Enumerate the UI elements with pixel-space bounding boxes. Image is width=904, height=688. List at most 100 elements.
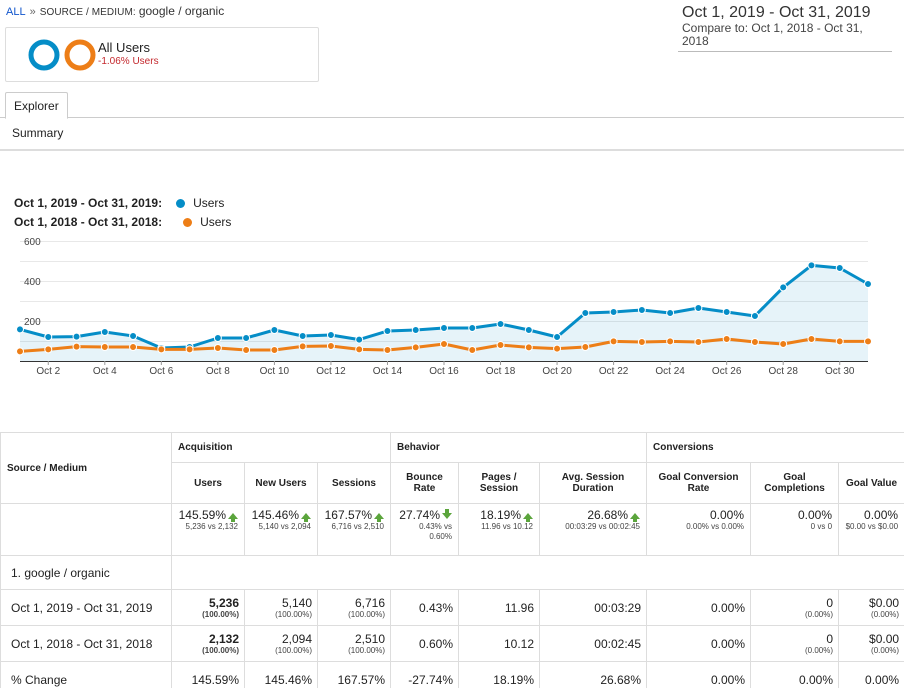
data-point: [326, 342, 335, 350]
data-point: [835, 264, 844, 272]
table-cell: 11.96: [458, 589, 540, 626]
data-point: [468, 346, 477, 354]
segment-name: All Users: [98, 40, 151, 55]
date-range-current[interactable]: Oct 1, 2019 - Oct 31, 2019: [682, 4, 871, 21]
column-header[interactable]: Goal Conversion Rate: [646, 462, 752, 504]
data-point: [298, 332, 307, 340]
date-range-compare[interactable]: Compare to: Oct 1, 2018 - Oct 31, 2018: [682, 21, 863, 48]
data-point: [553, 333, 562, 341]
legend-dot-icon: [183, 218, 193, 227]
column-header[interactable]: Pages / Session: [458, 462, 540, 504]
data-point: [242, 334, 251, 342]
table-cell: 26.68%: [538, 661, 648, 688]
column-header[interactable]: Goal Value: [838, 462, 904, 504]
data-point: [44, 345, 53, 354]
legend-range: Oct 1, 2018 - Oct 31, 2018:: [14, 215, 163, 229]
column-header[interactable]: Users: [171, 462, 245, 504]
totals-cell: 0.00% $0.00 vs $0.00: [838, 503, 904, 556]
totals-change: 145.46%: [251, 508, 299, 522]
data-point: [185, 345, 194, 354]
column-header-source-medium[interactable]: Source / Medium: [0, 432, 172, 504]
arrow-up-icon: [374, 513, 384, 522]
segment-card[interactable]: All Users -1.06% Users: [5, 27, 319, 82]
cell-value: 5,236: [208, 596, 239, 610]
cell-value: 167.57%: [337, 672, 385, 687]
data-point: [835, 337, 844, 346]
totals-change: 26.68%: [587, 508, 629, 522]
group-header-behavior: Behavior: [389, 432, 648, 463]
cell-value: 0.00%: [710, 672, 746, 687]
data-point: [666, 309, 675, 317]
x-tick-label: Oct 4: [93, 366, 117, 377]
cell-value: 0.00%: [798, 672, 834, 687]
users-line-chart[interactable]: 600 400 200 Oct 2 Oct 4 Oct 6 Oct 8 Oct 10 Oct 1…: [0, 236, 904, 381]
totals-cell: 0.00% 0.00% vs 0.00%: [646, 503, 752, 556]
date-range-selector[interactable]: Oct 1, 2019 - Oct 31, 2019 Compare to: O…: [678, 4, 892, 52]
totals-comparison: 00:03:29 vs 00:02:45: [565, 522, 641, 531]
arrow-down-icon: [442, 509, 452, 519]
table-cell: 0 (0.00%): [750, 589, 840, 626]
legend-dot-icon: [176, 199, 186, 208]
data-point: [807, 335, 816, 343]
subtab-summary[interactable]: Summary: [12, 126, 64, 140]
row-group-label[interactable]: 1. google / organic: [0, 555, 172, 590]
table-cell: 2,132 (100.00%): [171, 625, 245, 662]
group-header-conversions: Conversions: [646, 432, 904, 463]
breadcrumb-dimension: SOURCE / MEDIUM:: [39, 7, 136, 18]
cell-value: 18.19%: [493, 672, 534, 687]
data-point: [16, 325, 24, 334]
column-header[interactable]: Avg. Session Duration: [538, 462, 648, 504]
totals-cell: 26.68% 00:03:29 vs 00:02:45: [538, 503, 648, 556]
data-point: [298, 342, 307, 351]
cell-value: 2,132: [208, 632, 239, 646]
data-point: [411, 326, 420, 334]
column-header[interactable]: Sessions: [317, 462, 391, 504]
column-header[interactable]: Goal Completions: [750, 462, 840, 504]
data-point: [100, 343, 109, 351]
arrow-up-icon: [228, 513, 238, 522]
totals-comparison: $0.00 vs $0.00: [845, 522, 899, 531]
y-tick-label: 200: [24, 317, 41, 328]
x-tick-label: Oct 10: [260, 366, 290, 377]
cell-value: 2,510: [354, 632, 385, 646]
cell-value: 6,716: [354, 596, 385, 610]
row-group-spacer: [170, 555, 904, 590]
data-point: [157, 345, 166, 354]
y-tick-label: 400: [24, 277, 41, 288]
x-tick-label: Oct 14: [373, 366, 403, 377]
data-point: [100, 328, 109, 336]
table-cell: 00:03:29: [538, 589, 648, 626]
data-point: [72, 332, 81, 341]
cell-value: 2,094: [281, 632, 312, 646]
cell-value: 00:02:45: [594, 636, 642, 651]
totals-comparison: 11.96 vs 10.12: [481, 522, 533, 531]
breadcrumb: ALL» SOURCE / MEDIUM: google / organic: [6, 4, 224, 18]
cell-percent: (100.00%): [202, 610, 239, 619]
table-cell: 5,140 (100.00%): [244, 589, 318, 626]
column-header[interactable]: New Users: [244, 462, 318, 504]
data-point: [581, 309, 590, 317]
data-point: [750, 338, 759, 346]
totals-change: 0.00%: [709, 508, 745, 522]
segment-rings-icon: [28, 39, 96, 71]
cell-value: 0.00%: [865, 672, 900, 687]
data-point: [411, 343, 420, 352]
table-cell: 0.00%: [646, 661, 752, 688]
cell-value: $0.00: [869, 632, 900, 646]
breadcrumb-all-link[interactable]: ALL: [6, 6, 26, 18]
data-point: [129, 332, 138, 340]
data-point: [355, 335, 364, 344]
data-point: [637, 338, 646, 346]
legend-metric: Users: [200, 215, 232, 229]
totals-change: 0.00%: [797, 508, 833, 522]
column-header[interactable]: Bounce Rate: [390, 462, 459, 504]
cell-value: $0.00: [869, 596, 900, 610]
x-tick-label: Oct 18: [486, 366, 516, 377]
totals-cell: 145.46% 5,140 vs 2,094: [244, 503, 318, 556]
table-cell: $0.00 (0.00%): [838, 589, 904, 626]
y-tick-label: 600: [24, 237, 41, 248]
x-tick-label: Oct 28: [768, 366, 798, 377]
tab-explorer[interactable]: Explorer: [5, 92, 68, 119]
totals-cell: 0.00% 0 vs 0: [750, 503, 840, 556]
table-cell: 0.43%: [390, 589, 459, 626]
